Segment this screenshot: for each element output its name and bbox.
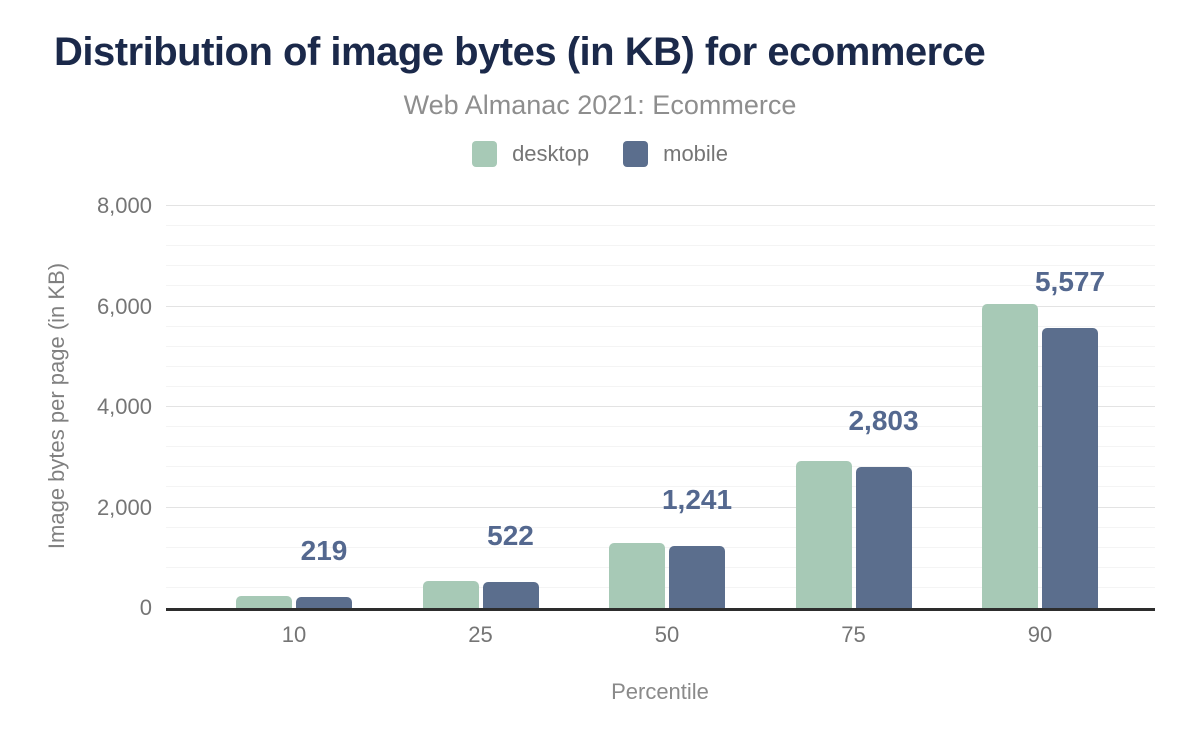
bar-desktop-p50[interactable] (609, 542, 665, 608)
minor-gridline (166, 285, 1155, 287)
minor-gridline (166, 325, 1155, 327)
minor-gridline (166, 245, 1155, 247)
major-gridline (166, 205, 1155, 206)
x-tick-label-p90: 90 (1027, 622, 1053, 647)
value-label-p25: 522 (487, 519, 534, 551)
y-tick-label: 6,000 (96, 293, 152, 319)
y-tick-label: 0 (139, 595, 152, 620)
x-tick-label-p50: 50 (654, 622, 680, 647)
major-gridline (166, 305, 1155, 307)
y-axis-labels: 0 2,000 4,000 6,000 8,000 (0, 193, 152, 620)
minor-gridline (166, 365, 1155, 367)
plot-wrapper: 219 522 1,241 2,803 5,577 10 25 50 75 90 (166, 205, 1155, 647)
major-gridline (166, 406, 1155, 407)
legend-item-mobile: mobile (623, 141, 728, 167)
bar-desktop-p10[interactable] (236, 595, 292, 608)
major-gridline (166, 506, 1155, 508)
minor-gridline (166, 385, 1155, 387)
value-label-p50: 1,241 (661, 483, 733, 515)
bar-desktop-p90[interactable] (982, 303, 1038, 608)
x-axis-title: Percentile (611, 679, 709, 704)
bar-mobile-p75[interactable] (855, 467, 912, 608)
value-label-p10: 219 (300, 535, 348, 566)
chart-title: Distribution of image bytes (in KB) for … (54, 30, 986, 74)
bar-mobile-p90[interactable] (1042, 327, 1098, 608)
minor-gridline (166, 486, 1155, 488)
x-tick-label-p10: 10 (281, 622, 307, 647)
legend-item-desktop: desktop (472, 141, 589, 167)
x-tick-label-p25: 25 (468, 622, 493, 647)
value-label-p75: 2,803 (848, 405, 919, 437)
plot-area: 219 522 1,241 2,803 5,577 (166, 205, 1155, 611)
y-tick-label: 8,000 (96, 193, 152, 218)
minor-gridline (166, 426, 1155, 428)
legend-label-mobile: mobile (663, 141, 728, 166)
legend: desktop mobile (0, 141, 1200, 167)
bar-mobile-p10[interactable] (296, 597, 352, 608)
bar-desktop-p75[interactable] (795, 460, 852, 608)
value-label-p90: 5,577 (1034, 265, 1106, 297)
bar-mobile-p25[interactable] (482, 581, 539, 608)
minor-gridline (166, 446, 1155, 448)
legend-swatch-mobile (623, 141, 649, 167)
minor-gridline (166, 225, 1155, 227)
y-tick-label: 4,000 (96, 394, 152, 419)
bar-desktop-p25[interactable] (422, 580, 479, 608)
y-tick-label: 2,000 (96, 494, 152, 520)
legend-swatch-desktop (472, 141, 498, 167)
minor-gridline (166, 526, 1155, 528)
minor-gridline (166, 265, 1155, 267)
minor-gridline (166, 466, 1155, 468)
bar-mobile-p50[interactable] (669, 545, 725, 608)
chart-subtitle: Web Almanac 2021: Ecommerce (403, 90, 797, 120)
legend-label-desktop: desktop (512, 141, 590, 166)
x-tick-label-p75: 75 (841, 622, 866, 647)
minor-gridline (166, 345, 1155, 347)
